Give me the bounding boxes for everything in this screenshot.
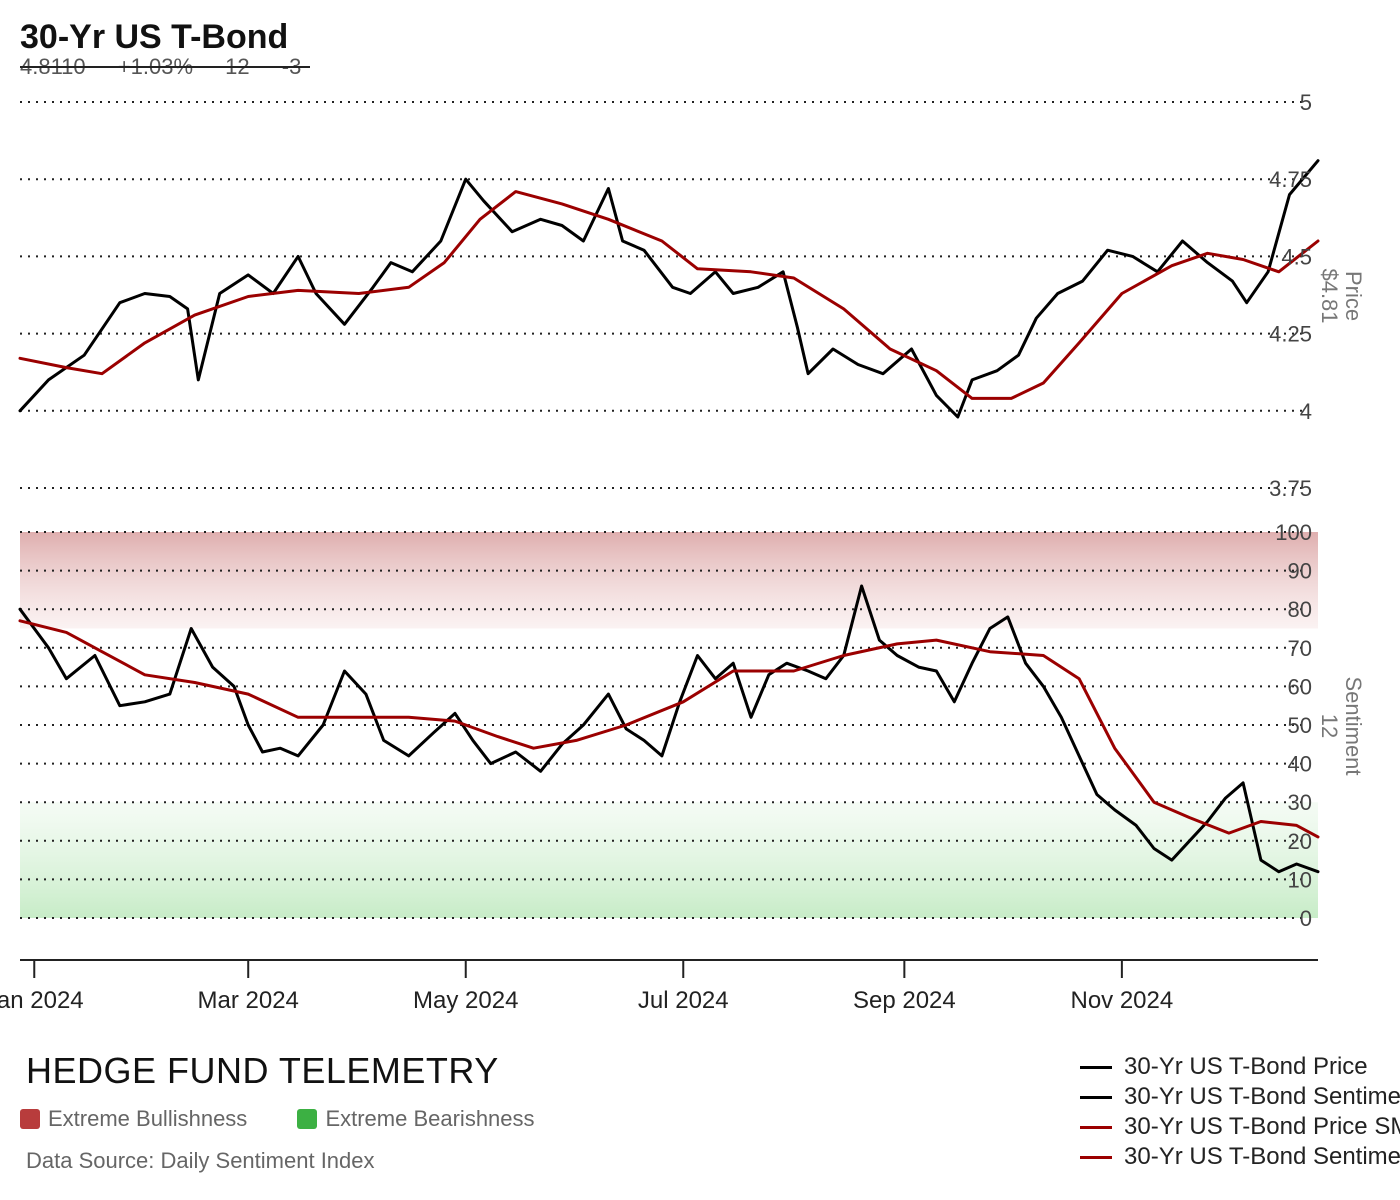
chart-title: 30-Yr US T-Bond: [20, 18, 289, 56]
bearish-swatch-icon: [297, 1109, 318, 1129]
bullish-swatch-icon: [20, 1109, 40, 1129]
line-swatch-icon: [1080, 1155, 1112, 1159]
price-axis-label: Price$4.81: [1317, 268, 1366, 323]
sentiment-tick-label: 60: [1288, 674, 1312, 699]
legend-item-sentiment[interactable]: 30-Yr US T-Bond Sentiment: [1080, 1082, 1400, 1112]
chart-area: 54.754.54.2543.751009080706050403020100J…: [0, 90, 1366, 1014]
legend-item-price-sma[interactable]: 30-Yr US T-Bond Price SMA: [1080, 1112, 1400, 1142]
data-source: Data Source: Daily Sentiment Index: [26, 1148, 375, 1173]
sentiment-tick-label: 30: [1288, 790, 1312, 815]
sentiment-tick-label: 40: [1288, 752, 1312, 777]
line-swatch-icon: [1080, 1125, 1112, 1129]
price-tick-label: 4.75: [1269, 167, 1312, 192]
grid-lines: [20, 101, 1306, 919]
x-tick-label: Jul 2024: [638, 987, 729, 1014]
sentiment-tick-label: 70: [1288, 636, 1312, 661]
sentiment-zones: [20, 532, 1318, 918]
zone-legend-bullish[interactable]: Extreme Bullishness: [20, 1106, 247, 1132]
price-tick-label: 5: [1300, 90, 1312, 115]
price-tick-label: 4: [1300, 399, 1312, 424]
sentiment-axis-label-value: 12: [1317, 714, 1342, 738]
line-swatch-icon: [1080, 1095, 1112, 1099]
legend-item-price[interactable]: 30-Yr US T-Bond Price: [1080, 1052, 1400, 1082]
zone-legend: Extreme Bullishness Extreme Bearishness: [20, 1106, 579, 1135]
sentiment-tick-label: 100: [1275, 520, 1312, 545]
sentiment-tick-label: 50: [1288, 713, 1312, 738]
stats-strike-line: [20, 66, 310, 68]
axes: 54.754.54.2543.751009080706050403020100J…: [0, 90, 1366, 1014]
legend-item-sentiment-sma[interactable]: 30-Yr US T-Bond Sentiment SMA: [1080, 1142, 1400, 1172]
price-tick-label: 4.5: [1281, 244, 1312, 269]
brand-name: HEDGE FUND TELEMETRY: [26, 1050, 499, 1091]
sentiment-tick-label: 80: [1288, 597, 1312, 622]
zone-legend-label: Extreme Bullishness: [48, 1106, 248, 1131]
sentiment-zone-bullish: [20, 532, 1318, 629]
sentiment-sma-line: [18, 619, 1320, 839]
legend-label: 30-Yr US T-Bond Price SMA: [1124, 1113, 1400, 1140]
zone-legend-label: Extreme Bearishness: [325, 1106, 535, 1131]
sentiment-tick-label: 10: [1288, 867, 1312, 892]
price-axis-label-title: Price: [1341, 271, 1366, 321]
price-stats: 4.8110 +1.03% 12 -3: [20, 54, 327, 80]
price-axis-label-value: $4.81: [1317, 268, 1342, 323]
sentiment-zone-bearish: [20, 802, 1318, 918]
x-tick-label: Nov 2024: [1070, 987, 1173, 1014]
price-line: [18, 159, 1320, 419]
sentiment-tick-label: 20: [1288, 829, 1312, 854]
x-tick-label: Sep 2024: [853, 987, 956, 1014]
price-sma-line: [18, 190, 1320, 400]
series-lines: [18, 159, 1320, 874]
series-legend: 30-Yr US T-Bond Price 30-Yr US T-Bond Se…: [1080, 1052, 1400, 1172]
price-tick-label: 4.25: [1269, 322, 1312, 347]
x-tick-label: May 2024: [413, 987, 518, 1014]
legend-label: 30-Yr US T-Bond Sentiment: [1124, 1083, 1400, 1110]
sentiment-tick-label: 0: [1300, 906, 1312, 931]
sentiment-axis-label-title: Sentiment: [1341, 676, 1366, 775]
sentiment-line: [18, 584, 1320, 874]
line-swatch-icon: [1080, 1065, 1112, 1069]
legend-label: 30-Yr US T-Bond Sentiment SMA: [1124, 1143, 1400, 1170]
x-tick-label: Jan 2024: [0, 987, 84, 1014]
legend-label: 30-Yr US T-Bond Price: [1124, 1053, 1368, 1080]
x-tick-label: Mar 2024: [198, 987, 299, 1014]
price-tick-label: 3.75: [1269, 476, 1312, 501]
sentiment-tick-label: 90: [1288, 559, 1312, 584]
zone-legend-bearish[interactable]: Extreme Bearishness: [297, 1106, 535, 1132]
